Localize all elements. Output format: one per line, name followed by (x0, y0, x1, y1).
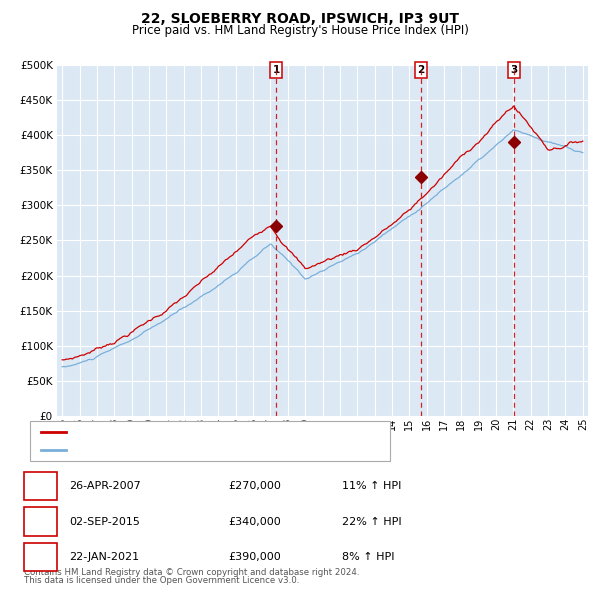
Text: £390,000: £390,000 (228, 552, 281, 562)
Text: 3: 3 (37, 550, 44, 563)
Text: 1: 1 (37, 480, 44, 493)
Text: 22% ↑ HPI: 22% ↑ HPI (342, 517, 401, 526)
Text: 2: 2 (417, 65, 425, 75)
Text: 8% ↑ HPI: 8% ↑ HPI (342, 552, 395, 562)
Text: 1: 1 (272, 65, 280, 75)
Text: 3: 3 (511, 65, 518, 75)
Text: £270,000: £270,000 (228, 481, 281, 491)
Text: HPI: Average price, detached house, Ipswich: HPI: Average price, detached house, Ipsw… (72, 445, 304, 455)
Text: 26-APR-2007: 26-APR-2007 (69, 481, 141, 491)
Text: Price paid vs. HM Land Registry's House Price Index (HPI): Price paid vs. HM Land Registry's House … (131, 24, 469, 37)
Text: £340,000: £340,000 (228, 517, 281, 526)
Text: 22, SLOEBERRY ROAD, IPSWICH, IP3 9UT (detached house): 22, SLOEBERRY ROAD, IPSWICH, IP3 9UT (de… (72, 428, 377, 438)
Text: 22-JAN-2021: 22-JAN-2021 (69, 552, 139, 562)
Text: 22, SLOEBERRY ROAD, IPSWICH, IP3 9UT: 22, SLOEBERRY ROAD, IPSWICH, IP3 9UT (141, 12, 459, 26)
Text: 2: 2 (37, 515, 44, 528)
Text: 02-SEP-2015: 02-SEP-2015 (69, 517, 140, 526)
Text: This data is licensed under the Open Government Licence v3.0.: This data is licensed under the Open Gov… (24, 576, 299, 585)
Text: 11% ↑ HPI: 11% ↑ HPI (342, 481, 401, 491)
Text: Contains HM Land Registry data © Crown copyright and database right 2024.: Contains HM Land Registry data © Crown c… (24, 568, 359, 577)
